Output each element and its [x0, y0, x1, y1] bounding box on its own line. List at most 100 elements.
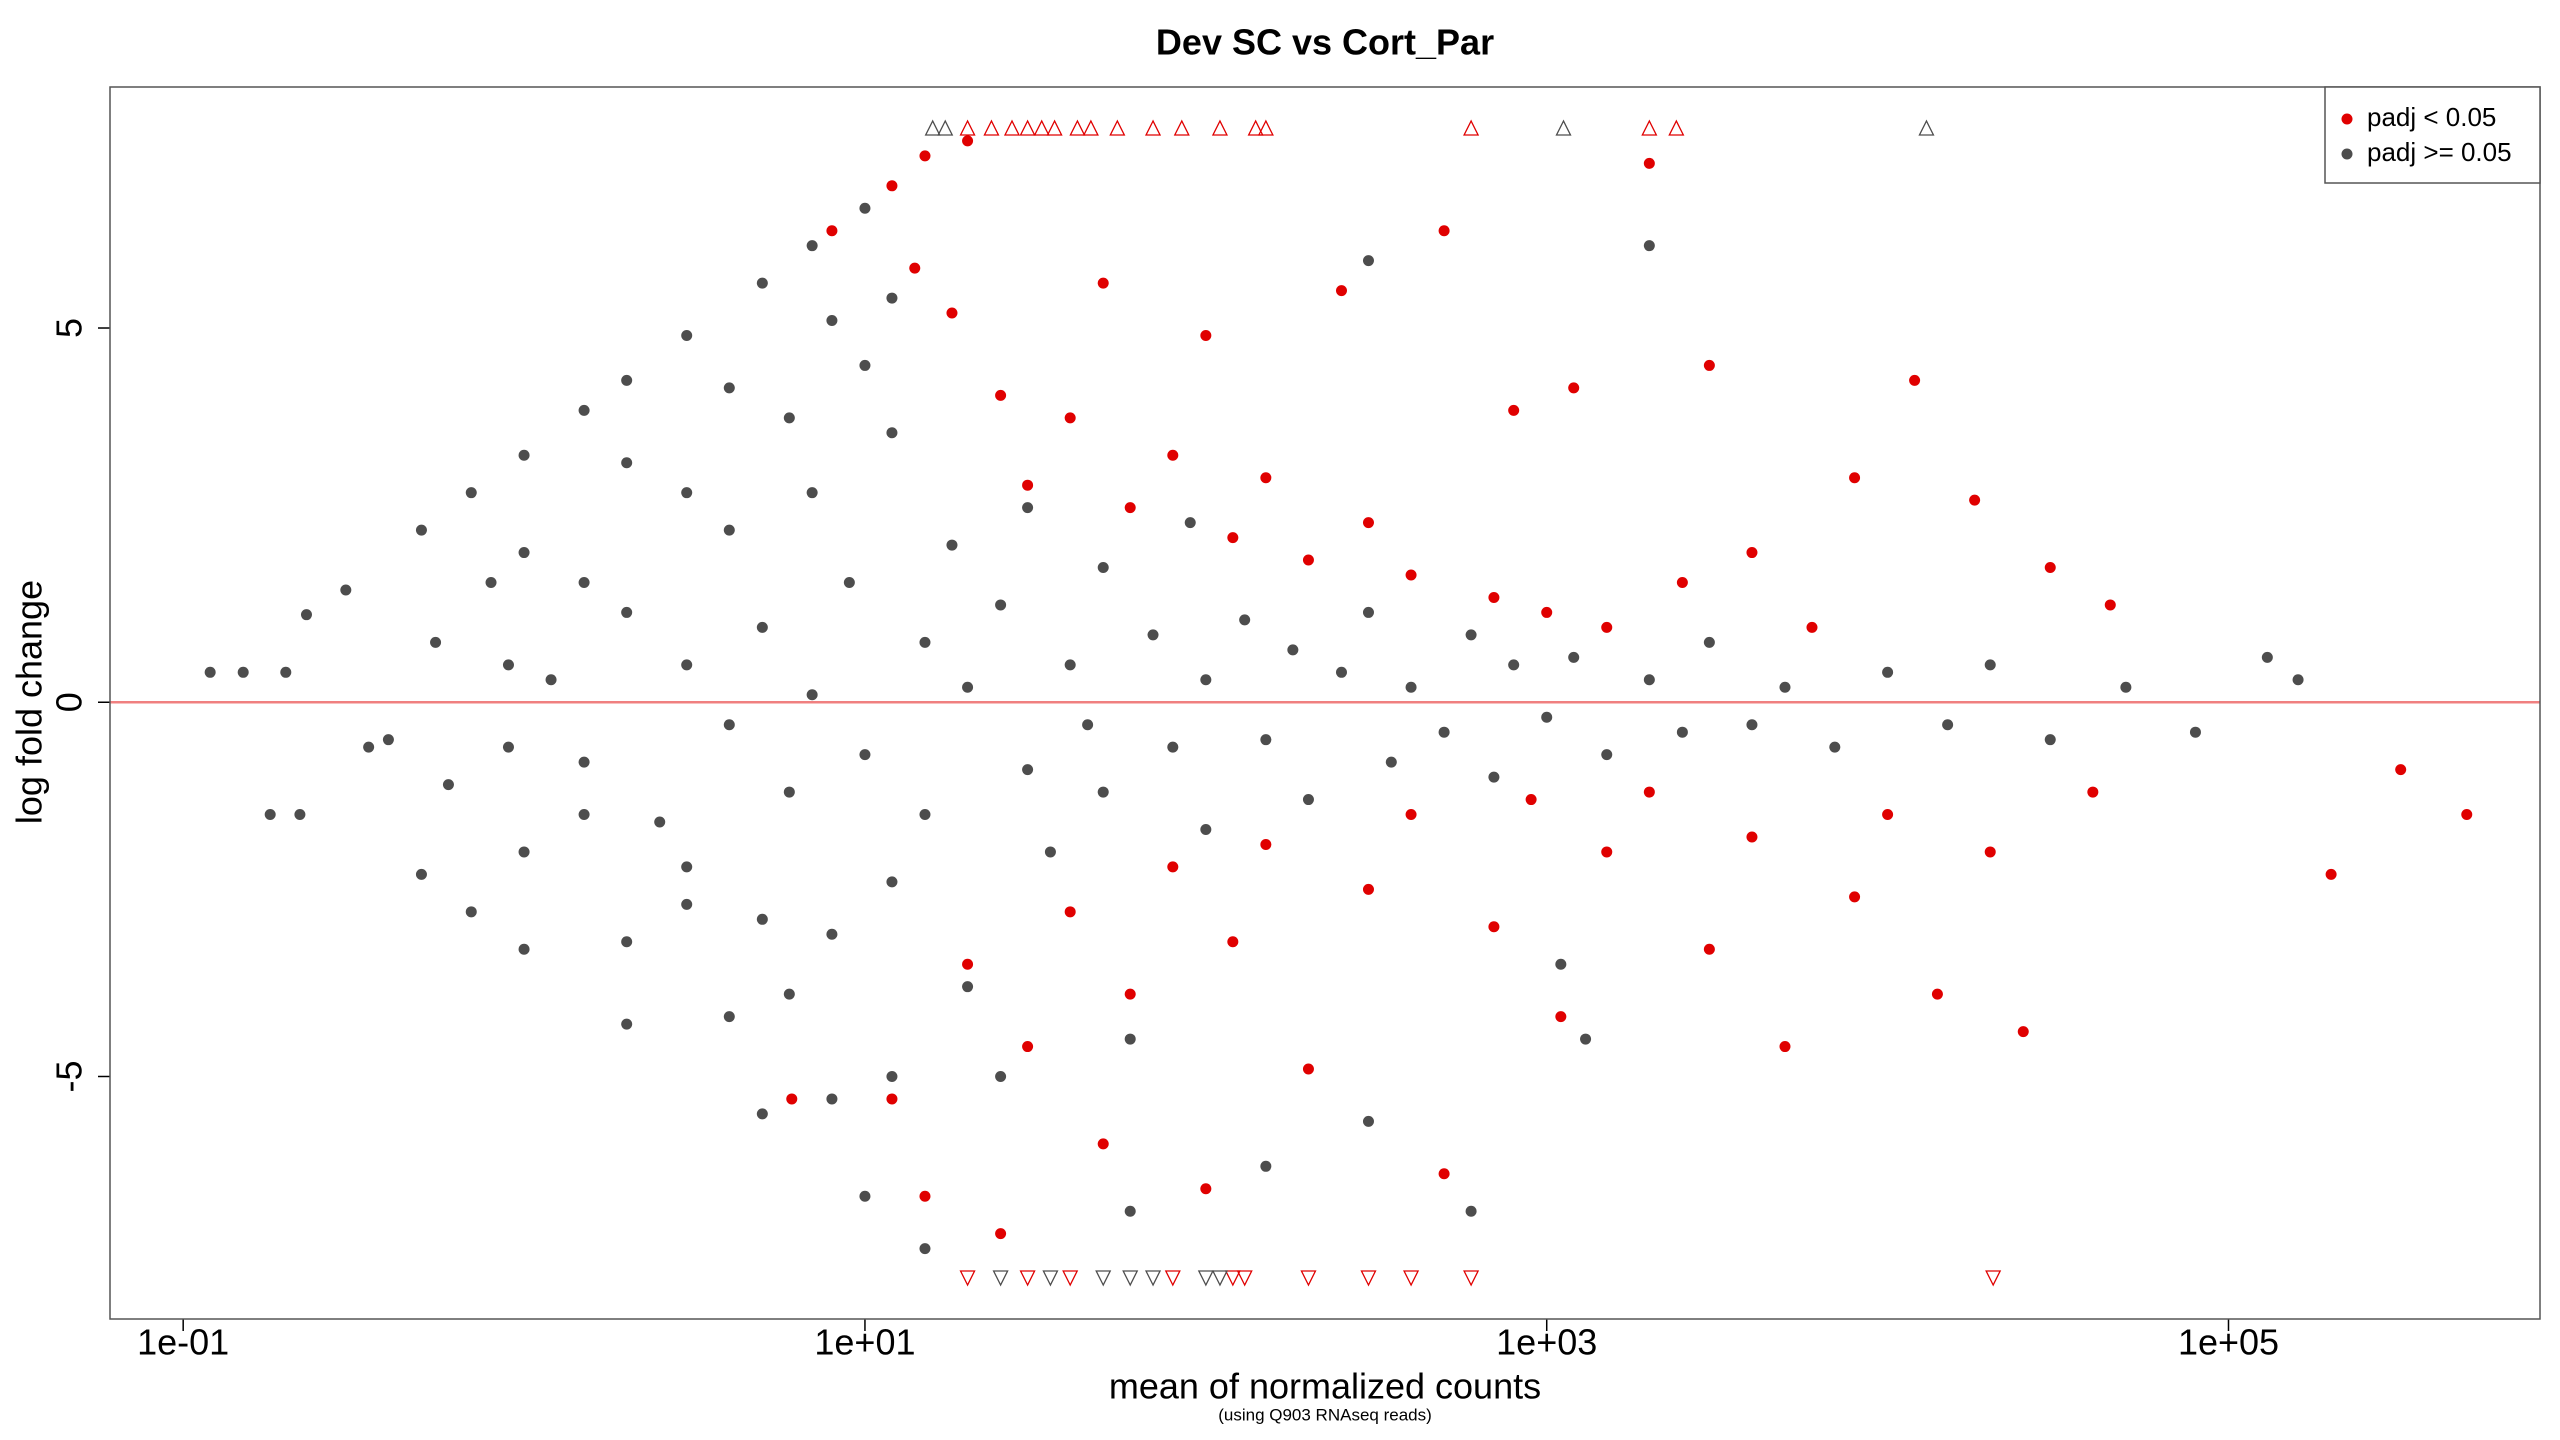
data-point: [1167, 861, 1179, 873]
data-point: [2189, 726, 2201, 738]
data-point: [430, 636, 442, 648]
out-of-range-marker: [1082, 119, 1099, 136]
data-point: [826, 928, 838, 940]
out-of-range-marker: [1555, 119, 1572, 136]
data-point: [919, 1243, 931, 1255]
data-point: [1508, 659, 1520, 671]
y-tick-label: -5: [49, 1060, 90, 1092]
out-of-range-marker: [1197, 1270, 1214, 1287]
data-point: [886, 1093, 898, 1105]
x-tick-label: 1e+03: [1496, 1322, 1597, 1363]
out-of-range-marker: [1062, 1270, 1079, 1287]
data-point: [1287, 644, 1299, 656]
data-point: [886, 1070, 898, 1082]
data-point: [681, 898, 693, 910]
data-point: [723, 1011, 735, 1023]
out-of-range-marker: [937, 119, 954, 136]
out-of-range-marker: [1164, 1270, 1181, 1287]
data-point: [1022, 1041, 1034, 1053]
data-point: [886, 427, 898, 439]
data-point: [363, 741, 375, 753]
data-point: [859, 202, 871, 214]
data-point: [2104, 599, 2116, 611]
data-point: [1200, 1183, 1212, 1195]
data-point: [2087, 786, 2099, 798]
data-point: [545, 674, 557, 686]
data-point: [382, 734, 394, 746]
data-point: [783, 786, 795, 798]
data-point: [946, 307, 958, 319]
x-tick-label: 1e+01: [814, 1322, 915, 1363]
plot-frame: [109, 86, 2541, 1320]
data-point: [1200, 823, 1212, 835]
data-point: [1555, 1011, 1567, 1023]
plot-area: [204, 119, 2473, 1287]
out-of-range-marker: [1046, 119, 1063, 136]
x-axis-label: mean of normalized counts: [1109, 1366, 1541, 1407]
data-point: [415, 524, 427, 536]
data-point: [2325, 868, 2337, 880]
data-point: [859, 359, 871, 371]
out-of-range-marker: [1122, 1270, 1139, 1287]
data-point: [1097, 562, 1109, 574]
data-point: [621, 1018, 633, 1030]
data-point: [300, 609, 312, 621]
data-point: [1302, 1063, 1314, 1075]
out-of-range-marker: [1247, 119, 1264, 136]
data-point: [1184, 517, 1196, 529]
data-point: [280, 666, 292, 678]
data-point: [1022, 479, 1034, 491]
data-point: [962, 958, 974, 970]
data-point: [1147, 629, 1159, 641]
out-of-range-marker: [983, 119, 1000, 136]
data-point: [806, 240, 818, 252]
data-point: [1601, 749, 1613, 761]
out-of-range-marker: [1033, 119, 1050, 136]
legend-marker: [2341, 113, 2353, 125]
data-point: [2044, 562, 2056, 574]
data-point: [919, 809, 931, 821]
data-point: [2120, 681, 2132, 693]
data-point: [2044, 734, 2056, 746]
data-point: [1909, 374, 1921, 386]
data-point: [1064, 659, 1076, 671]
x-axis-sublabel: (using Q903 RNAseq reads): [1218, 1405, 1432, 1424]
out-of-range-marker: [1224, 1270, 1241, 1287]
data-point: [2261, 651, 2273, 663]
data-point: [264, 809, 276, 821]
data-point: [578, 809, 590, 821]
data-point: [294, 809, 306, 821]
data-point: [886, 180, 898, 192]
data-point: [1984, 659, 1996, 671]
data-point: [465, 906, 477, 918]
data-point: [783, 412, 795, 424]
data-point: [1405, 809, 1417, 821]
data-point: [1302, 554, 1314, 566]
data-point: [1555, 958, 1567, 970]
data-point: [1124, 988, 1136, 1000]
data-point: [1676, 576, 1688, 588]
data-point: [1488, 591, 1500, 603]
out-of-range-marker: [1173, 119, 1190, 136]
data-point: [962, 135, 974, 147]
data-point: [1097, 277, 1109, 289]
data-point: [621, 606, 633, 618]
data-point: [1601, 846, 1613, 858]
data-point: [995, 1070, 1007, 1082]
data-point: [962, 681, 974, 693]
data-point: [886, 876, 898, 888]
out-of-range-marker: [1211, 119, 1228, 136]
data-point: [723, 382, 735, 394]
data-point: [1227, 936, 1239, 948]
data-point: [756, 621, 768, 633]
data-point: [756, 913, 768, 925]
data-point: [1260, 838, 1272, 850]
data-point: [1082, 719, 1094, 731]
data-point: [621, 374, 633, 386]
out-of-range-marker: [1019, 119, 1036, 136]
data-point: [1541, 606, 1553, 618]
data-point: [826, 225, 838, 237]
out-of-range-marker: [959, 119, 976, 136]
data-point: [237, 666, 249, 678]
x-tick-label: 1e+05: [2178, 1322, 2279, 1363]
